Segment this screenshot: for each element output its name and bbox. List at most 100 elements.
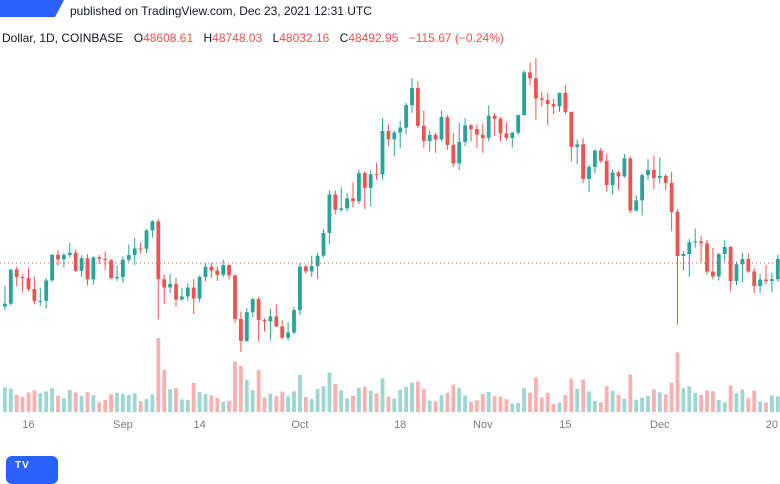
candle	[20, 274, 25, 293]
volume-bar	[298, 374, 302, 412]
candle	[445, 115, 450, 150]
candle	[439, 110, 444, 142]
candle	[628, 156, 633, 213]
volume-bar	[168, 389, 172, 412]
volume-bar	[669, 382, 674, 412]
volume-bar	[14, 394, 19, 412]
volume-bar	[410, 382, 414, 412]
volume-bar	[362, 386, 367, 412]
volume-bar	[138, 401, 143, 412]
candle	[3, 285, 7, 311]
candle	[463, 118, 467, 147]
volume-bar	[581, 379, 585, 412]
candle	[681, 251, 686, 271]
volume-bar	[256, 370, 261, 412]
volume-bar	[528, 392, 532, 412]
volume-bar	[26, 392, 31, 412]
price-chart-svg[interactable]: 16 Sep 14 Oct 18 Nov 15 Dec 20	[0, 0, 780, 470]
volume-bar	[451, 384, 456, 412]
volume-bar	[480, 393, 485, 412]
volume-bar	[646, 395, 650, 412]
candle	[486, 105, 491, 142]
volume-bar	[209, 395, 214, 412]
x-axis-label[interactable]: Sep	[113, 419, 133, 431]
high-label: H	[203, 31, 213, 45]
high-value: 48748.03	[212, 31, 263, 45]
close-label: C	[339, 31, 349, 45]
candle	[215, 266, 220, 281]
candle	[569, 111, 574, 162]
volume-bar	[180, 399, 184, 412]
candle	[646, 159, 650, 181]
candle	[91, 256, 96, 285]
candle	[50, 254, 54, 282]
volume-bar	[752, 390, 757, 412]
volume-bar	[587, 391, 591, 412]
candle	[121, 256, 125, 283]
volume-bar	[380, 378, 385, 412]
candle	[351, 182, 355, 208]
candle	[233, 274, 237, 323]
volume-bar	[162, 369, 167, 412]
volume-bar	[593, 401, 597, 412]
candle	[280, 320, 285, 340]
volume-bar	[770, 395, 774, 412]
candle	[392, 130, 397, 157]
x-axis-label[interactable]: Nov	[473, 419, 493, 431]
candle	[250, 298, 255, 318]
candle	[132, 238, 137, 265]
candle	[56, 250, 60, 266]
volume-bar	[303, 397, 308, 412]
candle	[368, 170, 373, 207]
candle	[475, 123, 479, 148]
candle	[492, 112, 497, 137]
candle	[97, 255, 102, 265]
volume-bar	[62, 398, 66, 412]
candle	[622, 154, 627, 178]
volume-bar	[610, 390, 615, 412]
candle	[303, 264, 308, 274]
candle	[321, 229, 326, 258]
candle	[73, 249, 78, 272]
candle	[657, 157, 662, 184]
tradingview-logo[interactable]: TV	[6, 456, 58, 484]
volume-bar	[79, 396, 84, 412]
volume-bar	[598, 402, 603, 412]
candle	[274, 304, 279, 327]
volume-bar	[640, 397, 644, 412]
volume-bar	[185, 399, 190, 412]
volume-bar	[433, 401, 438, 412]
x-axis-label[interactable]: Oct	[291, 419, 308, 431]
volume-bar	[115, 392, 119, 412]
volume-bar	[280, 391, 285, 412]
volume-bar	[333, 383, 338, 412]
volume-bar	[386, 396, 391, 412]
volume-bar	[551, 403, 556, 412]
x-axis-label[interactable]: 18	[394, 419, 406, 431]
candle	[539, 91, 544, 107]
volume-bar	[239, 366, 243, 412]
open-value: 48608.61	[143, 31, 194, 45]
volume-bar	[50, 388, 54, 412]
x-axis-label[interactable]: 20	[766, 419, 778, 431]
candle	[563, 85, 568, 114]
candle	[374, 162, 379, 180]
x-axis-label[interactable]: Dec	[650, 419, 670, 431]
candle	[522, 70, 526, 115]
volume-bar	[315, 389, 320, 412]
candle	[67, 242, 72, 258]
candle	[652, 155, 656, 190]
x-axis-label[interactable]: 16	[22, 419, 34, 431]
candle	[362, 171, 367, 210]
x-axis-label[interactable]: 15	[559, 419, 571, 431]
candle	[168, 274, 172, 293]
volume-bar	[398, 389, 403, 412]
candle	[598, 147, 603, 164]
candle	[480, 123, 485, 153]
volume-bar	[309, 398, 314, 412]
x-axis-label[interactable]: 14	[193, 419, 205, 431]
volume-bar	[67, 389, 72, 412]
candle	[203, 263, 208, 282]
open-label: O	[133, 31, 144, 45]
candle	[752, 268, 757, 294]
